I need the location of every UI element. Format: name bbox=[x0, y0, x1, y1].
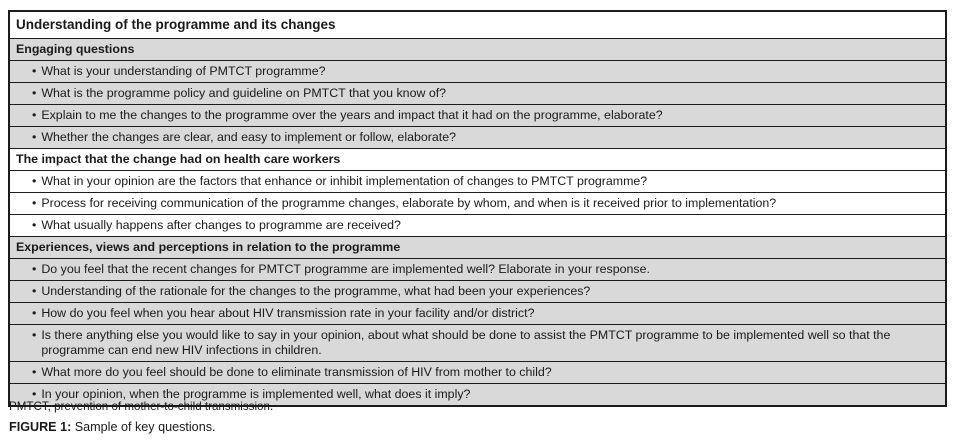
question-row: • What is the programme policy and guide… bbox=[10, 82, 945, 104]
question-text: What is the programme policy and guideli… bbox=[41, 86, 447, 100]
section-header-engaging-questions: Engaging questions bbox=[10, 38, 945, 60]
figure-caption-text: Sample of key questions. bbox=[71, 420, 216, 434]
question-text: What is your understanding of PMTCT prog… bbox=[41, 64, 326, 78]
bullet-icon: • bbox=[32, 64, 37, 78]
table-title: Understanding of the programme and its c… bbox=[10, 12, 945, 38]
question-text: What usually happens after changes to pr… bbox=[41, 218, 401, 232]
bullet-icon: • bbox=[32, 306, 37, 320]
question-text: What in your opinion are the factors tha… bbox=[41, 174, 648, 188]
question-row: • Understanding of the rationale for the… bbox=[10, 280, 945, 302]
question-row: • Process for receiving communication of… bbox=[10, 192, 945, 214]
bullet-icon: • bbox=[32, 196, 37, 210]
question-row: • What usually happens after changes to … bbox=[10, 214, 945, 236]
bullet-icon: • bbox=[32, 218, 37, 232]
bullet-icon: • bbox=[32, 86, 37, 100]
question-row: • What in your opinion are the factors t… bbox=[10, 170, 945, 192]
question-row: • Is there anything else you would like … bbox=[10, 324, 945, 361]
question-text: Is there anything else you would like to… bbox=[41, 328, 891, 357]
question-text: Whether the changes are clear, and easy … bbox=[41, 130, 456, 144]
question-text: How do you feel when you hear about HIV … bbox=[41, 306, 535, 320]
bullet-icon: • bbox=[32, 174, 37, 188]
question-row: • In your opinion, when the programme is… bbox=[10, 383, 945, 405]
figure-caption-label: FIGURE 1: bbox=[9, 420, 72, 434]
question-row: • What more do you feel should be done t… bbox=[10, 361, 945, 383]
question-text: Do you feel that the recent changes for … bbox=[41, 262, 650, 276]
question-row: • How do you feel when you hear about HI… bbox=[10, 302, 945, 324]
bullet-icon: • bbox=[32, 328, 37, 342]
bullet-icon: • bbox=[32, 387, 37, 401]
figure-footnote: PMTCT, prevention of mother-to-child tra… bbox=[9, 400, 274, 413]
bullet-icon: • bbox=[32, 130, 37, 144]
bullet-icon: • bbox=[32, 262, 37, 276]
bullet-icon: • bbox=[32, 284, 37, 298]
section-header-impact-on-workers: The impact that the change had on health… bbox=[10, 148, 945, 170]
figure-caption: FIGURE 1: Sample of key questions. bbox=[9, 419, 216, 435]
question-text: Understanding of the rationale for the c… bbox=[41, 284, 591, 298]
question-row: • Do you feel that the recent changes fo… bbox=[10, 258, 945, 280]
question-row: • Explain to me the changes to the progr… bbox=[10, 104, 945, 126]
question-row: • What is your understanding of PMTCT pr… bbox=[10, 60, 945, 82]
question-text: What more do you feel should be done to … bbox=[41, 365, 552, 379]
question-text: In your opinion, when the programme is i… bbox=[41, 387, 471, 401]
key-questions-table: Understanding of the programme and its c… bbox=[8, 10, 947, 407]
question-text: Process for receiving communication of t… bbox=[41, 196, 777, 210]
question-text: Explain to me the changes to the program… bbox=[41, 108, 663, 122]
bullet-icon: • bbox=[32, 365, 37, 379]
bullet-icon: • bbox=[32, 108, 37, 122]
question-row: • Whether the changes are clear, and eas… bbox=[10, 126, 945, 148]
section-header-experiences-views: Experiences, views and perceptions in re… bbox=[10, 236, 945, 258]
